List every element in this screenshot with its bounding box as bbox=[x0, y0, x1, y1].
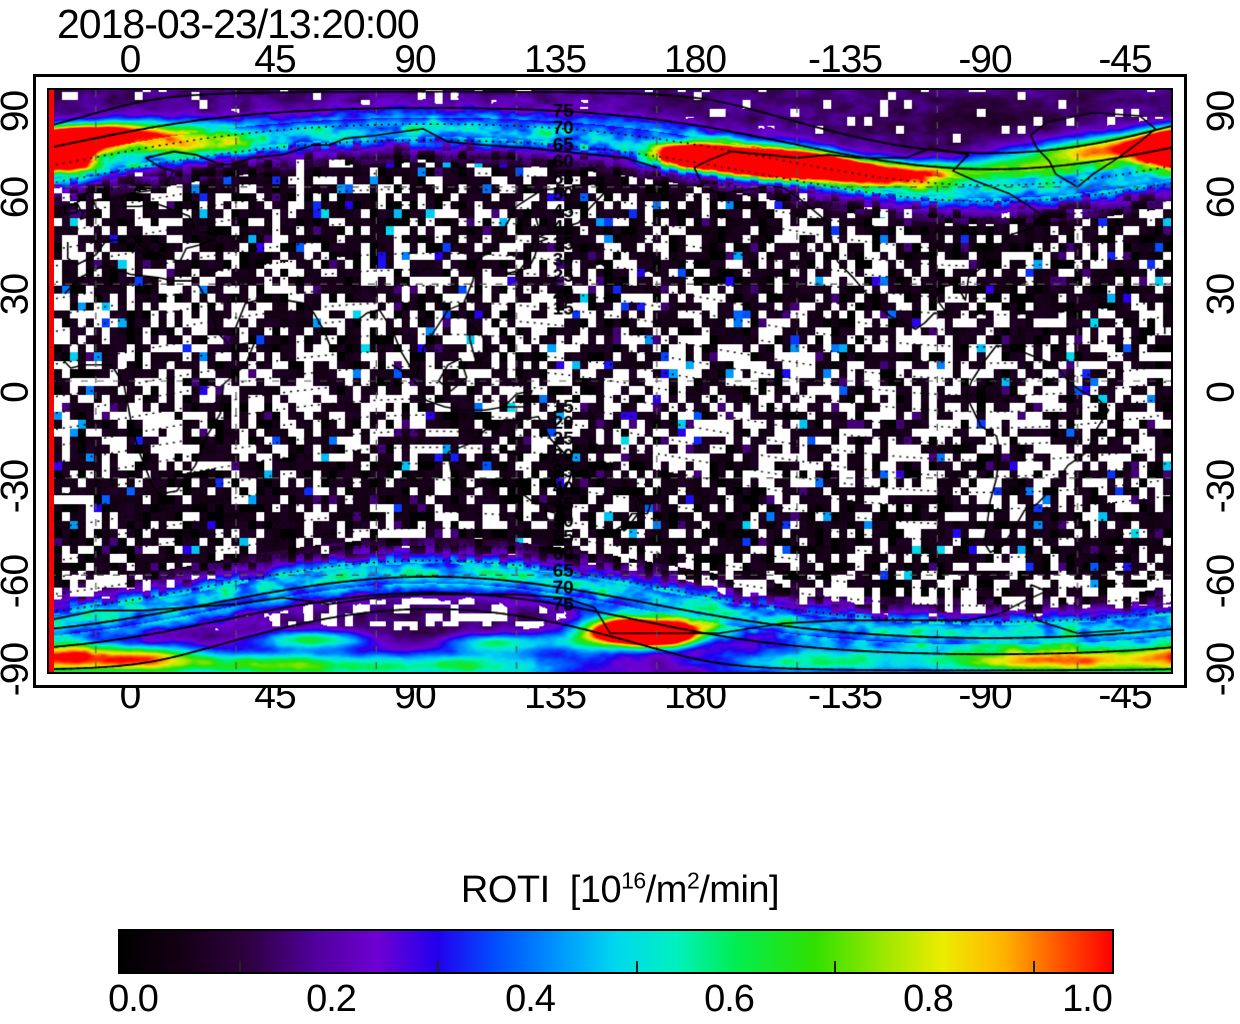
xtick-top-5: -135 bbox=[807, 38, 883, 81]
ytick-right-0: 90 bbox=[1199, 90, 1240, 133]
colorbar-label-3: 0.6 bbox=[704, 978, 755, 1020]
colorbar-label-0: 0.0 bbox=[108, 978, 159, 1020]
ytick-left-3: 0 bbox=[0, 353, 37, 433]
plot-title: 2018-03-23/13:20:00 bbox=[57, 1, 420, 47]
colorbar-tick bbox=[834, 961, 837, 972]
ytick-left-4: -30 bbox=[0, 459, 37, 514]
ytick-right-4: -30 bbox=[1199, 459, 1240, 514]
colorbar-quantity: ROTI bbox=[460, 869, 550, 911]
colorbar-tick bbox=[1032, 961, 1035, 972]
colorbar-label-4: 0.8 bbox=[903, 978, 954, 1020]
ytick-left-5: -60 bbox=[0, 554, 37, 609]
ytick-left-1: 60 bbox=[0, 176, 37, 219]
colorbar-label-2: 0.4 bbox=[505, 978, 556, 1020]
xtick-top-3: 135 bbox=[523, 38, 587, 81]
colorbar-tick bbox=[239, 961, 242, 972]
colorbar-units-exponent2: 2 bbox=[686, 867, 700, 894]
colorbar-units-tail: /min] bbox=[699, 869, 780, 911]
colorbar-tick bbox=[635, 961, 638, 972]
map-plot-area[interactable] bbox=[47, 88, 1173, 674]
ytick-left-2: 30 bbox=[0, 273, 37, 316]
terminator-line bbox=[49, 90, 54, 672]
ytick-right-2: 30 bbox=[1199, 273, 1240, 316]
ytick-right-5: -60 bbox=[1199, 554, 1240, 609]
roti-heatmap-canvas[interactable] bbox=[49, 90, 1171, 672]
colorbar-gradient bbox=[120, 931, 1112, 972]
colorbar-units-exponent: 16 bbox=[621, 867, 646, 894]
colorbar-units-post: /m bbox=[645, 869, 688, 911]
ytick-left-0: 90 bbox=[0, 90, 37, 133]
colorbar-units-pre: [10 bbox=[569, 869, 622, 911]
colorbar-label-5: 1.0 bbox=[1062, 978, 1113, 1020]
ytick-right-3: 0 bbox=[1199, 382, 1240, 403]
ytick-right-1: 60 bbox=[1199, 176, 1240, 219]
ytick-right-6: -90 bbox=[1199, 642, 1240, 697]
colorbar-label-1: 0.2 bbox=[306, 978, 357, 1020]
colorbar-title: ROTI [1016/m2/min] bbox=[0, 867, 1240, 911]
xtick-top-0: 0 bbox=[119, 38, 142, 81]
xtick-top-1: 45 bbox=[254, 38, 296, 81]
xtick-top-2: 90 bbox=[394, 38, 436, 81]
xtick-top-4: 180 bbox=[663, 38, 727, 81]
xtick-top-7: -45 bbox=[1098, 38, 1152, 81]
colorbar[interactable] bbox=[118, 929, 1114, 974]
ytick-left-6: -90 bbox=[0, 642, 37, 697]
xtick-top-6: -90 bbox=[958, 38, 1012, 81]
colorbar-tick bbox=[437, 961, 440, 972]
